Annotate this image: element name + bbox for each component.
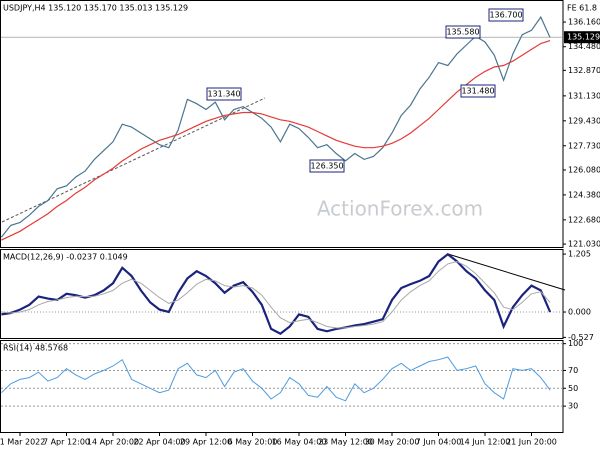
annotation: FE 61.8 [567, 4, 597, 13]
x-tick-label: 22 Apr 04:00 [133, 438, 185, 447]
x-tick-label: 16 May 04:00 [272, 438, 327, 447]
x-tick-label: 30 May 20:00 [365, 438, 420, 447]
x-tick-label: 21 Jun 20:00 [506, 438, 557, 447]
y-tick-label: 100 [568, 339, 583, 348]
annotation: 135.580 [446, 28, 479, 37]
chart-title: USDJPY,H4 135.120 135.170 135.013 135.12… [3, 4, 188, 13]
y-tick-label: 124.380 [568, 190, 600, 199]
annotation-box [309, 159, 345, 173]
y-tick-label: 1.205 [568, 250, 591, 259]
y-tick-label: 132.870 [568, 66, 600, 75]
series-line [1, 356, 551, 402]
annotation: 131.480 [461, 87, 494, 96]
series-line [0, 15, 551, 238]
x-tick-label: 14 Apr 20:00 [87, 438, 139, 447]
x-tick-label: 31 Mar 2022 [0, 438, 45, 447]
y-tick-label: 122.680 [568, 215, 600, 224]
y-tick-label: 70 [568, 366, 578, 375]
x-tick-label: 6 May 20:00 [228, 438, 278, 447]
y-tick-label: -0.527 [568, 333, 594, 342]
y-tick-label: 50 [568, 384, 578, 393]
trend-line [1, 97, 266, 223]
series-line [1, 252, 552, 335]
price-tag-label: 135.129 [567, 33, 600, 42]
y-tick-label: 121.030 [568, 240, 600, 249]
macd-title: MACD(12,26,9) -0.0237 0.1049 [3, 253, 128, 262]
y-tick-label: 134.480 [568, 42, 600, 51]
rsi-title: RSI(14) 48.5768 [3, 344, 68, 353]
annotation: 126.350 [310, 162, 343, 171]
y-tick-label: 136.160 [568, 18, 600, 27]
price-panel [0, 0, 564, 248]
y-tick-label: 126.080 [568, 165, 600, 174]
annotation-box [488, 8, 524, 22]
x-tick-label: 23 May 12:00 [318, 438, 373, 447]
annotation-box [460, 84, 496, 98]
price-tag [564, 31, 600, 44]
series-line [1, 40, 551, 241]
y-tick-label: 131.130 [568, 91, 600, 100]
annotation: 131.340 [207, 90, 240, 99]
trend-line [447, 253, 566, 291]
annotation: 136.700 [489, 11, 522, 20]
series-line [1, 260, 551, 329]
annotation-box [445, 25, 481, 39]
annotation-box [206, 87, 242, 101]
y-tick-label: 129.430 [568, 116, 600, 125]
rsi-panel [0, 340, 564, 433]
macd-panel [0, 249, 564, 339]
x-tick-label: 14 Jun 12:00 [460, 438, 511, 447]
y-tick-label: 0.000 [568, 308, 591, 317]
x-tick-label: 7 Apr 12:00 [43, 438, 90, 447]
y-tick-label: 127.730 [568, 141, 600, 150]
x-tick-label: 29 Apr 12:00 [180, 438, 232, 447]
watermark: ActionForex.com [317, 197, 483, 221]
x-tick-label: 7 Jun 04:00 [416, 438, 462, 447]
y-tick-label: 30 [568, 402, 578, 411]
